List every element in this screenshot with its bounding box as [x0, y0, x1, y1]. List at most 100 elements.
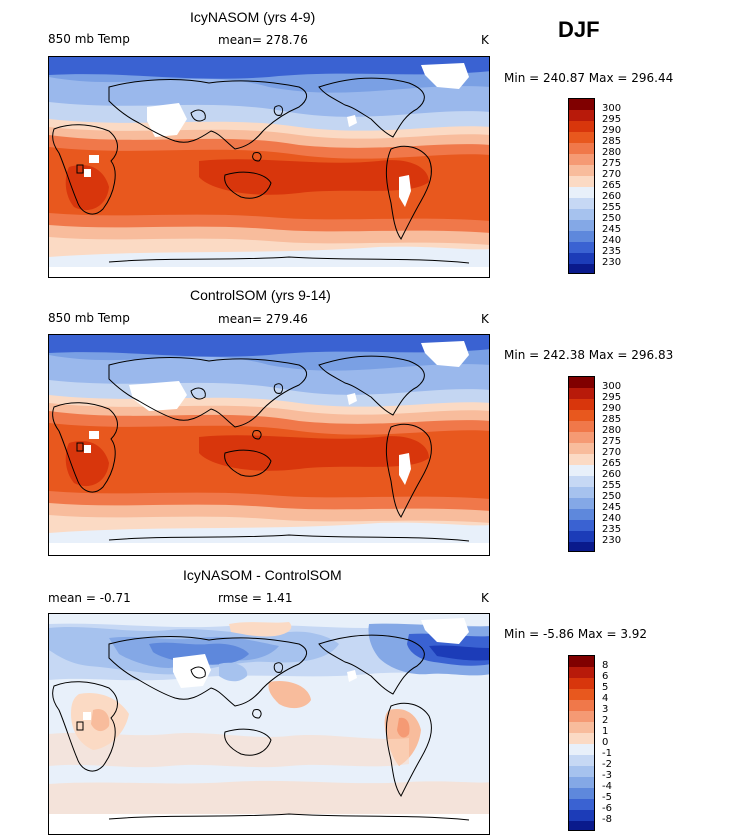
- panel1-colorbar-swatch: [569, 220, 594, 231]
- panel3-colorbar-swatch: [569, 711, 594, 722]
- panel3-colorbar-swatch: [569, 810, 594, 821]
- panel2-colorbar-tick: 290: [602, 403, 622, 414]
- panel1-colorbar-swatch: [569, 198, 594, 209]
- panel3-colorbar: [568, 655, 595, 831]
- panel2-colorbar-tick: 295: [602, 392, 622, 403]
- season-label: DJF: [558, 17, 600, 42]
- panel1-colorbar-swatch: [569, 253, 594, 264]
- panel3-colorbar-tick: 8: [602, 660, 609, 671]
- panel1-colorbar-tick: 270: [602, 169, 622, 180]
- panel3-colorbar-swatch: [569, 656, 594, 667]
- panel1-colorbar-tick: 230: [602, 257, 622, 268]
- panel2-colorbar-tick: 270: [602, 447, 622, 458]
- panel1-colorbar-swatch: [569, 264, 594, 273]
- panel3-colorbar-tick: 6: [602, 671, 609, 682]
- panel2-colorbar-swatch: [569, 432, 594, 443]
- panel1-colorbar: [568, 98, 595, 274]
- panel2-colorbar-tick: 255: [602, 480, 622, 491]
- panel3-colorbar-swatch: [569, 700, 594, 711]
- panel3-colorbar-tick: -8: [602, 814, 612, 825]
- panel3-colorbar-swatch: [569, 799, 594, 810]
- panel1-map: [48, 56, 490, 278]
- panel2-variable-label: 850 mb Temp: [48, 311, 130, 325]
- panel1-colorbar-swatch: [569, 132, 594, 143]
- panel2-map: [48, 334, 490, 556]
- panel3-colorbar-tick: -4: [602, 781, 612, 792]
- panel2-colorbar-tick: 240: [602, 513, 622, 524]
- panel1-colorbar-tick: 260: [602, 191, 622, 202]
- panel2-colorbar-swatch: [569, 476, 594, 487]
- panel3-colorbar-swatch: [569, 777, 594, 788]
- panel2-units-label: K: [481, 312, 489, 326]
- panel3-rmse-label: rmse = 1.41: [218, 591, 293, 605]
- panel2-colorbar-tick: 285: [602, 414, 622, 425]
- panel1-title: IcyNASOM (yrs 4-9): [190, 9, 316, 25]
- panel2-colorbar-tick: 245: [602, 502, 622, 513]
- panel3-colorbar-swatch: [569, 733, 594, 744]
- panel2-colorbar-swatch: [569, 487, 594, 498]
- panel2-colorbar-swatch: [569, 531, 594, 542]
- panel1-mean-label: mean= 278.76: [218, 33, 308, 47]
- panel3-minmax-label: Min = -5.86 Max = 3.92: [504, 627, 648, 641]
- panel3-colorbar-tick: 3: [602, 704, 609, 715]
- panel2-colorbar-swatch: [569, 421, 594, 432]
- panel2-colorbar-tick: 275: [602, 436, 622, 447]
- panel1-units-label: K: [481, 33, 489, 47]
- panel3-colorbar-tick: 2: [602, 715, 609, 726]
- panel2-colorbar-tick: 250: [602, 491, 622, 502]
- panel1-colorbar-swatch: [569, 110, 594, 121]
- panel2-colorbar-tick: 265: [602, 458, 622, 469]
- panel1-colorbar-tick: 265: [602, 180, 622, 191]
- panel3-colorbar-tick: 5: [602, 682, 609, 693]
- panel3-colorbar-tick: -3: [602, 770, 612, 781]
- panel1-colorbar-swatch: [569, 121, 594, 132]
- panel2-colorbar-swatch: [569, 542, 594, 551]
- panel2-colorbar-swatch: [569, 377, 594, 388]
- panel3-colorbar-swatch: [569, 667, 594, 678]
- panel1-colorbar-swatch: [569, 99, 594, 110]
- panel2-mean-label: mean= 279.46: [218, 312, 308, 326]
- panel3-map: [48, 613, 490, 835]
- panel1-colorbar-swatch: [569, 143, 594, 154]
- panel3-colorbar-tick: 0: [602, 737, 609, 748]
- panel3-colorbar-tick: -6: [602, 803, 612, 814]
- panel1-colorbar-tick: 275: [602, 158, 622, 169]
- panel3-colorbar-swatch: [569, 821, 594, 830]
- panel3-colorbar-tick: -1: [602, 748, 612, 759]
- panel1-colorbar-tick: 255: [602, 202, 622, 213]
- panel2-colorbar-swatch: [569, 399, 594, 410]
- panel1-colorbar-tick: 250: [602, 213, 622, 224]
- panel1-colorbar-tick: 280: [602, 147, 622, 158]
- panel2-colorbar-swatch: [569, 498, 594, 509]
- panel2-colorbar-swatch: [569, 454, 594, 465]
- panel2-colorbar-tick: 300: [602, 381, 622, 392]
- panel3-colorbar-swatch: [569, 689, 594, 700]
- panel1-colorbar-swatch: [569, 165, 594, 176]
- panel1-colorbar-tick: 245: [602, 224, 622, 235]
- panel2-colorbar-swatch: [569, 465, 594, 476]
- panel1-colorbar-swatch: [569, 209, 594, 220]
- panel1-colorbar-swatch: [569, 154, 594, 165]
- panel3-colorbar-swatch: [569, 788, 594, 799]
- panel3-colorbar-swatch: [569, 678, 594, 689]
- panel2-colorbar-tick: 235: [602, 524, 622, 535]
- panel1-colorbar-swatch: [569, 176, 594, 187]
- panel3-title: IcyNASOM - ControlSOM: [183, 567, 342, 583]
- panel3-colorbar-swatch: [569, 755, 594, 766]
- panel3-mean-label: mean = -0.71: [48, 591, 131, 605]
- panel2-colorbar: [568, 376, 595, 552]
- panel1-minmax-label: Min = 240.87 Max = 296.44: [504, 71, 674, 85]
- panel1-colorbar-tick: 290: [602, 125, 622, 136]
- panel3-colorbar-tick: 4: [602, 693, 609, 704]
- panel1-colorbar-tick: 235: [602, 246, 622, 257]
- panel3-colorbar-tick: 1: [602, 726, 609, 737]
- panel3-colorbar-tick: -2: [602, 759, 612, 770]
- panel2-minmax-label: Min = 242.38 Max = 296.83: [504, 348, 674, 362]
- panel3-units-label: K: [481, 591, 489, 605]
- panel1-colorbar-tick: 295: [602, 114, 622, 125]
- panel2-colorbar-tick: 230: [602, 535, 622, 546]
- panel2-title: ControlSOM (yrs 9-14): [190, 287, 331, 303]
- panel1-colorbar-swatch: [569, 242, 594, 253]
- panel2-colorbar-tick: 280: [602, 425, 622, 436]
- panel1-colorbar-tick: 300: [602, 103, 622, 114]
